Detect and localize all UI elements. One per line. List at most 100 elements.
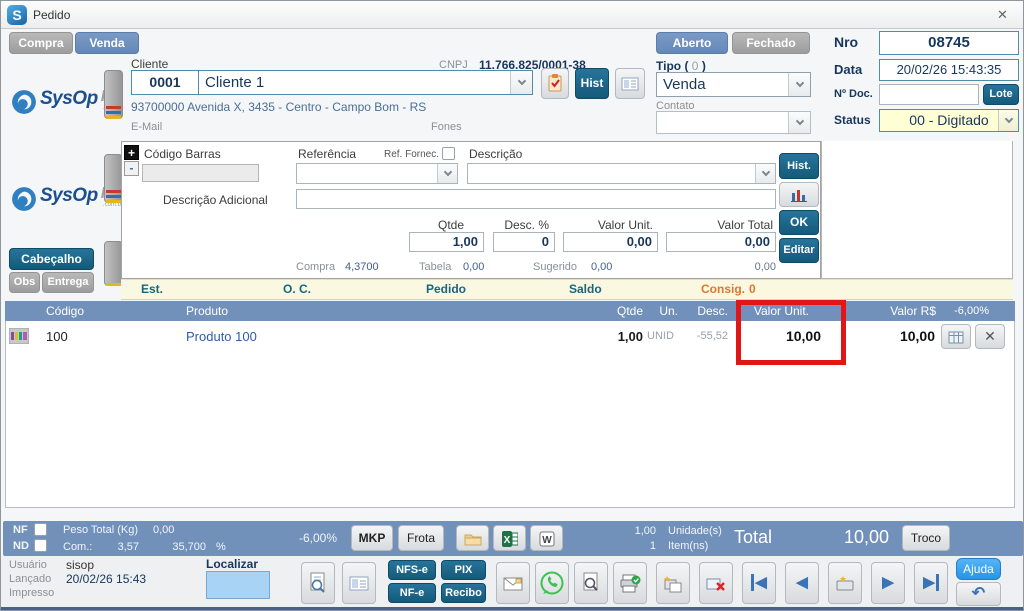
tipo-select[interactable]: Venda xyxy=(656,72,811,97)
cell-valor-rs: 10,00 xyxy=(899,328,935,344)
chevron-down-icon[interactable] xyxy=(437,164,457,183)
next-record-icon: ▶ xyxy=(882,574,894,591)
print-preview-button[interactable] xyxy=(301,562,335,604)
ok-button[interactable]: OK xyxy=(779,210,819,235)
chart-button[interactable] xyxy=(779,182,819,207)
row-calc-button[interactable] xyxy=(941,324,971,349)
sysop-swirl-icon xyxy=(12,90,36,114)
nav-next-button[interactable]: ▶ xyxy=(871,562,905,604)
word-button[interactable]: W xyxy=(530,525,563,551)
clipboard-button[interactable] xyxy=(541,68,569,99)
desc-pct-field[interactable]: 0 xyxy=(493,232,555,252)
doc-search-icon xyxy=(310,572,325,593)
client-code-field[interactable]: 0001 xyxy=(131,70,199,95)
localizar-input[interactable] xyxy=(206,571,270,599)
ndoc-field[interactable] xyxy=(879,84,979,105)
product-image-icon xyxy=(9,328,29,344)
window-title: Pedido xyxy=(33,8,71,22)
duplicate-button[interactable] xyxy=(656,562,690,604)
close-icon[interactable]: ✕ xyxy=(997,7,1008,22)
contato-select[interactable] xyxy=(656,111,811,134)
mkp-button[interactable]: MKP xyxy=(351,525,393,551)
cell-produto: Produto 100 xyxy=(186,329,257,344)
nav-prev-button[interactable]: ◀ xyxy=(785,562,819,604)
card-list-button[interactable] xyxy=(342,562,376,604)
drag-handle[interactable] xyxy=(104,70,123,119)
nav-first-button[interactable]: ◀ xyxy=(742,562,776,604)
card-view-button[interactable] xyxy=(615,68,645,99)
table-row[interactable]: 100 Produto 100 1,00 UNID -55,52 10,00 1… xyxy=(5,321,1015,352)
window-bottom-edge xyxy=(1,607,1023,610)
lote-button[interactable]: Lote xyxy=(983,84,1019,105)
ref-fornec-checkbox[interactable] xyxy=(442,147,455,160)
cell-desc: -55,52 xyxy=(696,330,728,342)
valor-total-field[interactable]: 0,00 xyxy=(666,232,776,252)
undo-button[interactable]: ↶ xyxy=(956,582,1001,606)
frota-button[interactable]: Frota xyxy=(398,525,444,551)
editar-button[interactable]: Editar xyxy=(779,238,819,263)
troco-button[interactable]: Troco xyxy=(902,525,950,551)
cliente-label: Cliente xyxy=(131,57,169,71)
codigo-barras-field[interactable] xyxy=(142,164,259,182)
nro-label: Nro xyxy=(834,34,859,50)
nav-last-button[interactable]: ▶ xyxy=(914,562,948,604)
pix-button[interactable]: PIX xyxy=(441,560,486,580)
whatsapp-button[interactable] xyxy=(535,562,569,604)
data-field[interactable]: 20/02/26 15:43:35 xyxy=(879,59,1019,81)
peso-label: Peso Total (Kg) xyxy=(63,524,139,536)
chevron-down-icon[interactable] xyxy=(510,71,532,94)
venda-button[interactable]: Venda xyxy=(75,32,139,54)
cell-un: UNID xyxy=(647,330,674,342)
status-label: Status xyxy=(834,113,871,127)
qtde-field[interactable]: 1,00 xyxy=(409,232,484,252)
chevron-down-icon[interactable] xyxy=(788,112,810,133)
fechado-button[interactable]: Fechado xyxy=(732,32,810,54)
status-select[interactable]: 00 - Digitado xyxy=(879,109,1019,132)
row-delete-button[interactable]: ✕ xyxy=(975,324,1005,349)
compra-button[interactable]: Compra xyxy=(9,32,73,54)
email-button[interactable] xyxy=(496,562,530,604)
excel-button[interactable]: X xyxy=(493,525,526,551)
valor-unit-field[interactable]: 0,00 xyxy=(563,232,658,252)
com-label: Com.: xyxy=(63,541,93,553)
header-discount: -6,00% xyxy=(954,305,989,317)
recibo-button[interactable]: Recibo xyxy=(441,583,486,603)
obs-button[interactable]: Obs xyxy=(9,272,40,293)
col-codigo: Código xyxy=(46,304,85,318)
chevron-down-icon[interactable] xyxy=(788,73,810,96)
referencia-select[interactable] xyxy=(296,163,458,184)
clipboard-icon xyxy=(548,74,562,92)
delete-button[interactable] xyxy=(699,562,733,604)
aberto-button[interactable]: Aberto xyxy=(656,32,728,54)
chevron-down-icon[interactable] xyxy=(998,110,1018,131)
lancado-value: 20/02/26 15:43 xyxy=(66,572,147,586)
ajuda-button[interactable]: Ajuda xyxy=(956,558,1001,580)
folder-button[interactable] xyxy=(456,525,489,551)
tipo-label: Tipo ( 0 ) xyxy=(656,59,706,73)
hist-button[interactable]: Hist xyxy=(575,68,609,99)
folder-icon xyxy=(464,534,481,546)
print-button[interactable] xyxy=(613,562,647,604)
cabecalho-button[interactable]: Cabeçalho xyxy=(9,248,94,270)
localizar-label: Localizar xyxy=(206,557,259,571)
plus-button[interactable]: + xyxy=(124,145,139,160)
search-doc-button[interactable] xyxy=(574,562,608,604)
peso-value: 0,00 xyxy=(153,524,175,536)
nd-checkbox[interactable] xyxy=(34,539,47,552)
descricao-select[interactable] xyxy=(467,163,776,184)
nfe-button[interactable]: NF-e xyxy=(388,583,436,603)
usuario-label: Usuário xyxy=(9,559,47,571)
nf-checkbox[interactable] xyxy=(34,523,47,536)
impresso-label: Impresso xyxy=(9,587,55,599)
new-record-button[interactable] xyxy=(828,562,862,604)
nro-field[interactable]: 08745 xyxy=(879,31,1019,55)
entrega-button[interactable]: Entrega xyxy=(42,272,94,293)
minus-button[interactable]: - xyxy=(124,161,139,176)
nfse-button[interactable]: NFS-e xyxy=(388,560,436,580)
excel-icon: X xyxy=(501,531,518,547)
descricao-adicional-field[interactable] xyxy=(296,189,776,209)
hist2-button[interactable]: Hist. xyxy=(779,153,819,179)
chevron-down-icon[interactable] xyxy=(755,164,775,183)
client-name-field[interactable]: Cliente 1 xyxy=(198,70,533,95)
col-qtde: Qtde xyxy=(616,304,643,318)
